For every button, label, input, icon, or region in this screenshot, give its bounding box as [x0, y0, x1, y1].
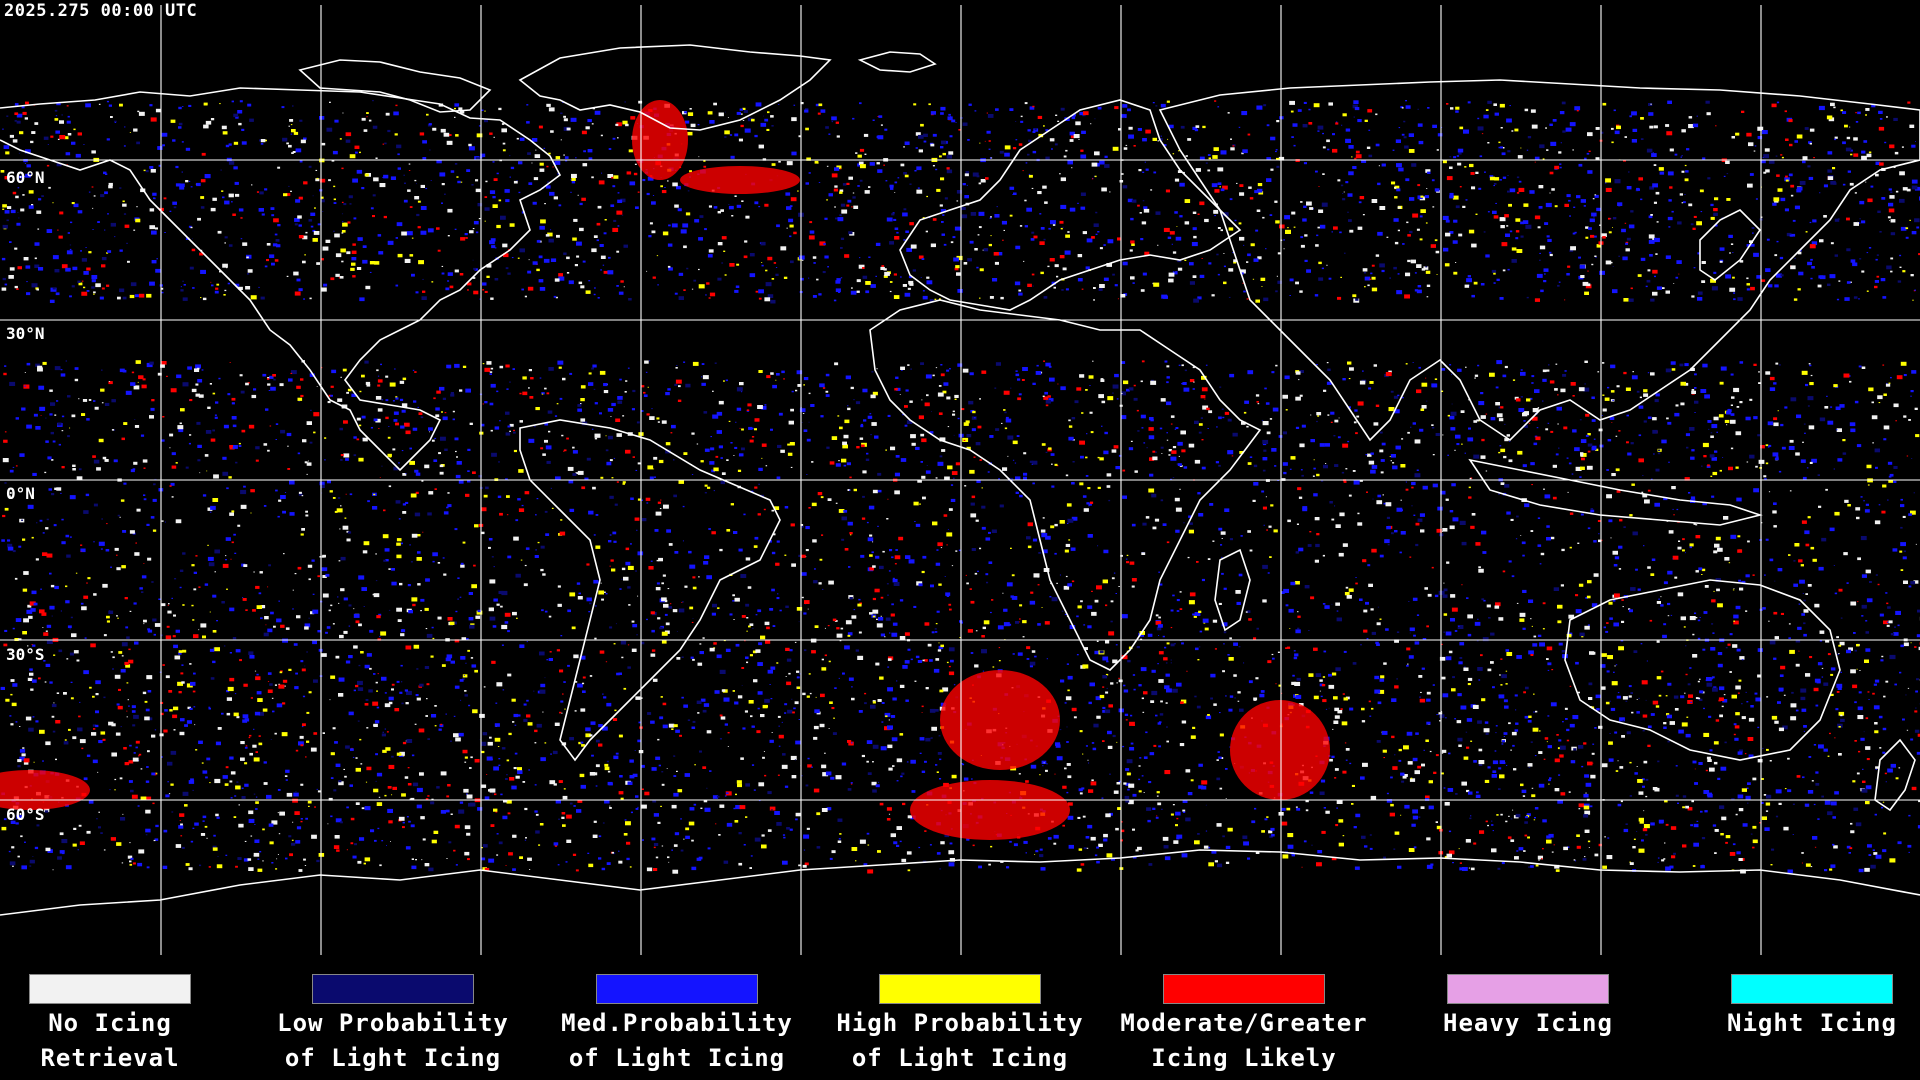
- legend-label-line1: Med.Probability: [561, 1009, 793, 1037]
- legend-item-high-probability: High Probability of Light Icing: [820, 960, 1100, 1074]
- lat-label-60n: 60°N: [6, 168, 45, 187]
- icing-field: [0, 100, 1920, 874]
- coastline-africa: [869, 299, 1262, 671]
- timestamp-label: 2025.275 00:00 UTC: [4, 1, 198, 21]
- legend-label-line1: Moderate/Greater: [1120, 1009, 1368, 1037]
- legend-item-low-probability: Low Probability of Light Icing: [253, 960, 533, 1074]
- legend-swatch: [29, 974, 191, 1004]
- legend-label-line2: Retrieval: [40, 1044, 180, 1072]
- legend-label-line1: Heavy Icing: [1443, 1009, 1613, 1037]
- legend-swatch: [1447, 974, 1609, 1004]
- legend: No Icing Retrieval Low Probability of Li…: [0, 960, 1920, 1080]
- lat-label-30s: 30°S: [6, 645, 45, 664]
- legend-swatch: [1163, 974, 1325, 1004]
- coastline-south-america: [519, 419, 781, 762]
- legend-item-med-probability: Med.Probability of Light Icing: [537, 960, 817, 1074]
- coastline-europe: [899, 99, 1242, 311]
- legend-item-no-icing: No Icing Retrieval: [0, 960, 250, 1074]
- coastlines: [0, 44, 1920, 916]
- legend-swatch: [596, 974, 758, 1004]
- coastline-north-america: [0, 87, 562, 472]
- lat-label-30n: 30°N: [6, 324, 45, 343]
- legend-label-line1: Low Probability: [277, 1009, 509, 1037]
- legend-swatch: [312, 974, 474, 1004]
- legend-label-line1: No Icing: [48, 1009, 172, 1037]
- coastline-asia: [1158, 79, 1920, 442]
- coastline-antarctica: [0, 849, 1920, 916]
- legend-label-line2: Icing Likely: [1151, 1044, 1337, 1072]
- coastline-madagascar: [1214, 548, 1251, 632]
- legend-swatch: [879, 974, 1041, 1004]
- legend-label-line1: High Probability: [836, 1009, 1084, 1037]
- legend-label-line2: of Light Icing: [284, 1044, 502, 1072]
- map-canvas: [0, 5, 1920, 955]
- legend-label-line2: of Light Icing: [568, 1044, 786, 1072]
- legend-item-moderate-greater: Moderate/Greater Icing Likely: [1104, 960, 1384, 1074]
- legend-item-night-icing: Night Icing: [1672, 960, 1920, 1043]
- legend-item-heavy-icing: Heavy Icing: [1388, 960, 1668, 1043]
- coastline-greenland: [518, 44, 832, 131]
- coastline-australia: [1564, 579, 1841, 761]
- coastline-japan: [1699, 209, 1762, 281]
- lat-label-0n: 0°N: [6, 484, 35, 503]
- legend-label-line2: of Light Icing: [851, 1044, 1069, 1072]
- lat-lon-grid: [0, 5, 1920, 955]
- coastline-iceland: [857, 51, 937, 73]
- lat-label-60s: 60°S: [6, 805, 45, 824]
- coastline-arctic-islands: [298, 59, 492, 113]
- legend-label-line1: Night Icing: [1727, 1009, 1897, 1037]
- coastline-indonesia: [1468, 458, 1763, 526]
- icing-map: 2025.275 00:00 UTC 60°N 30°N 0°N 30°S 60…: [0, 1, 1920, 955]
- legend-swatch: [1731, 974, 1893, 1004]
